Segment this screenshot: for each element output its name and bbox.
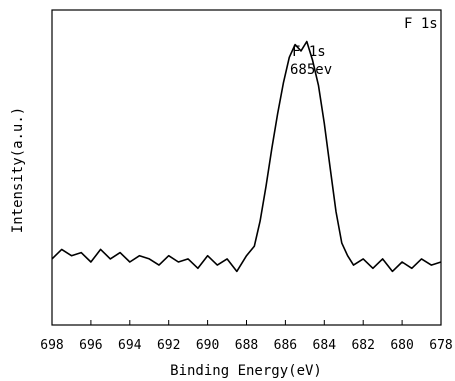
peak-annotation-energy: 685ev [290, 62, 332, 78]
x-tick-label-686: 686 [274, 338, 297, 353]
x-tick-label-692: 692 [157, 338, 180, 353]
plot-frame [51, 9, 442, 326]
x-tick-label-694: 694 [118, 338, 142, 353]
x-tick-label-688: 688 [235, 338, 258, 353]
y-axis-title: Intensity(a.u.) [10, 107, 26, 233]
x-tick-label-690: 690 [196, 338, 219, 353]
x-tick-label-680: 680 [390, 338, 413, 353]
x-ticks [51, 320, 442, 325]
x-tick-label-682: 682 [351, 338, 374, 353]
x-tick-labels: 698 696 694 692 690 688 686 684 682 680 678 [40, 338, 452, 353]
x-axis-title: Binding Energy(eV) [170, 363, 322, 379]
x-tick-label-698: 698 [40, 338, 63, 353]
series-line-f1s [51, 40, 442, 273]
panel-label: F 1s [404, 16, 438, 32]
x-tick-label-696: 696 [79, 338, 102, 353]
x-tick-label-684: 684 [313, 338, 337, 353]
x-tick-label-678: 678 [429, 338, 452, 353]
peak-annotation-name: F 1s [292, 44, 326, 60]
